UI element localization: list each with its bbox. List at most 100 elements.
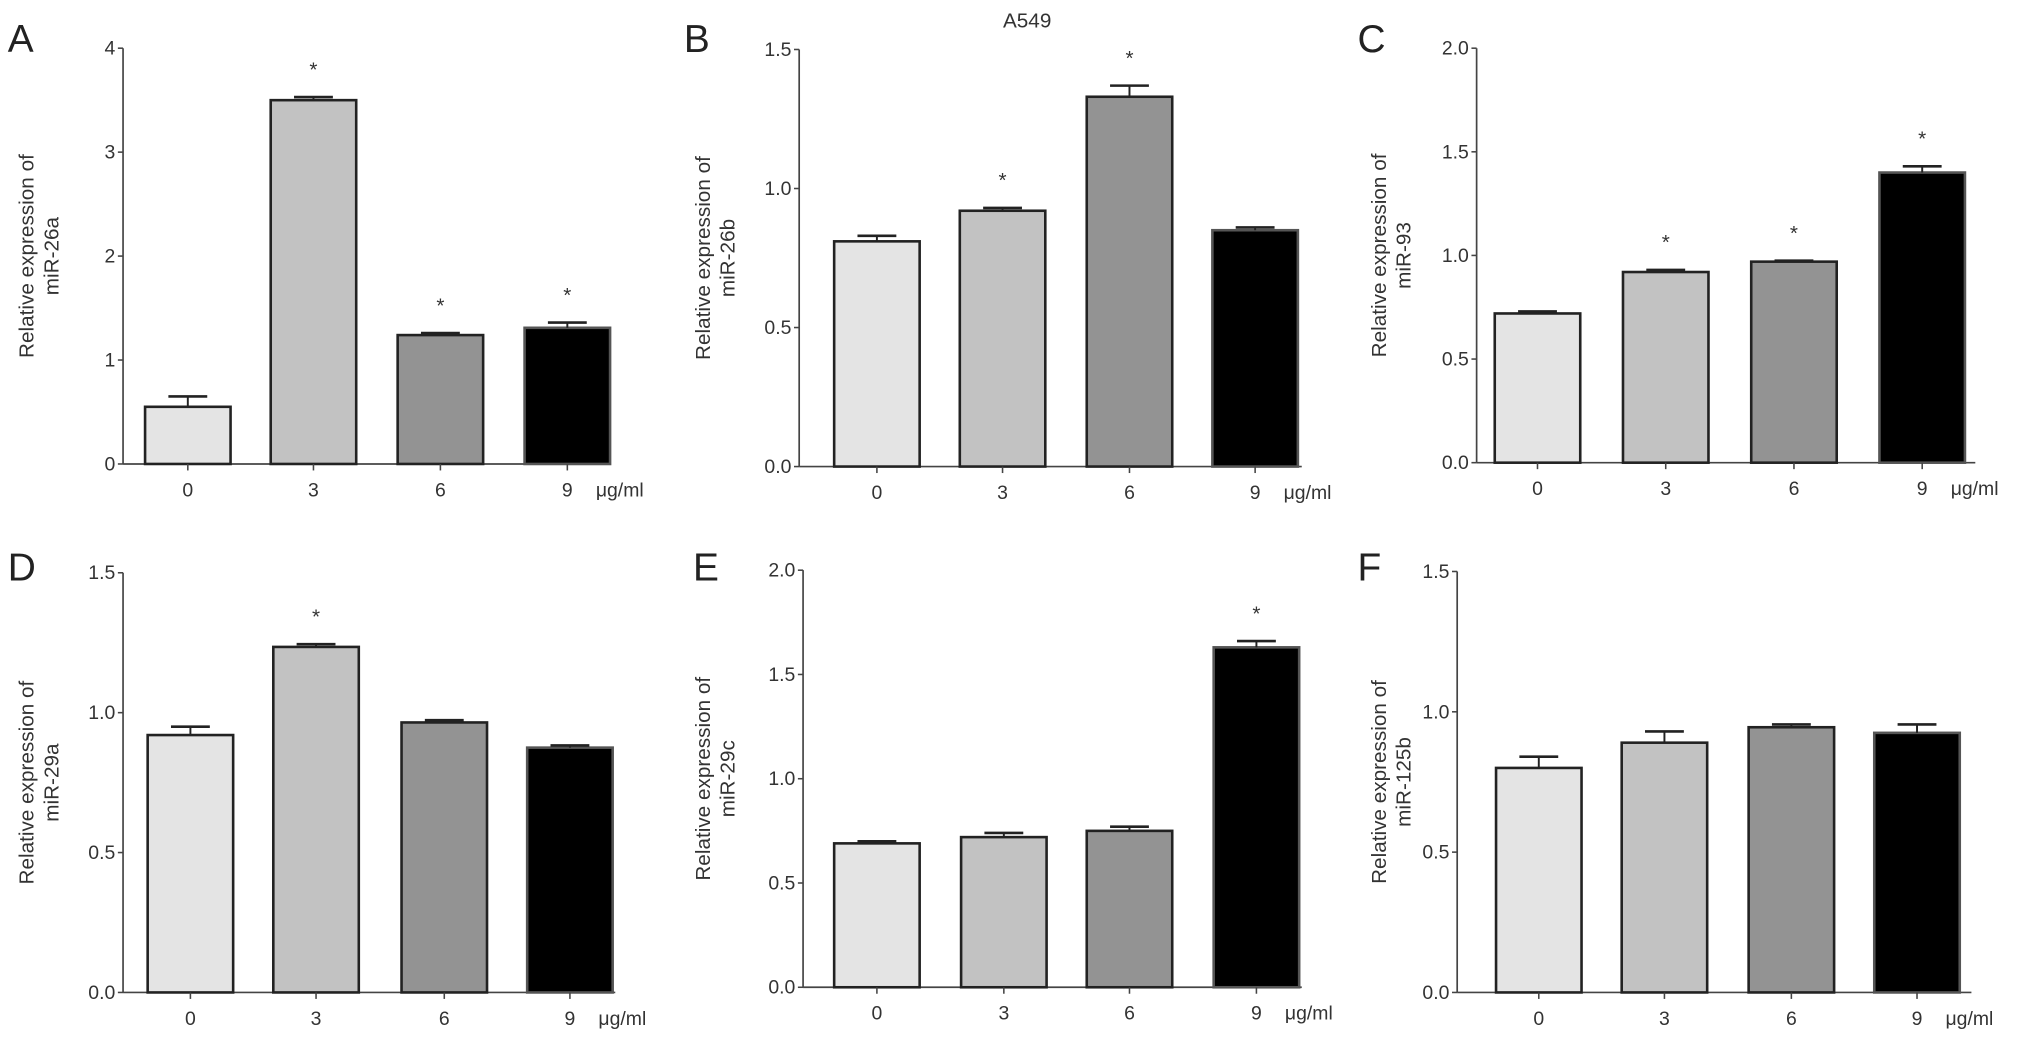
bar-e-3 — [959, 835, 1048, 989]
bar-f-0 — [1494, 766, 1583, 994]
y-tick-label-a: 4 — [104, 38, 115, 60]
x-tick-label-f: 9 — [1912, 1008, 1923, 1030]
y-axis-label-c: miR-93 — [1393, 222, 1416, 289]
y-tick-label-a: 0 — [104, 453, 115, 475]
bar-d-3 — [272, 645, 361, 994]
y-tick-label-f: 0.5 — [1422, 842, 1449, 864]
x-tick-label-e: 9 — [1251, 1003, 1262, 1025]
significance-star-c: * — [1918, 128, 1926, 151]
y-axis-label-d: Relative expression of — [16, 680, 39, 884]
significance-star-e: * — [1252, 602, 1260, 625]
x-tick-label-b: 6 — [1124, 482, 1135, 504]
bar-b-6 — [1085, 95, 1174, 468]
significance-star-d: * — [312, 605, 320, 628]
y-tick-label-c: 2.0 — [1442, 38, 1469, 60]
figure-title: A549 — [1003, 9, 1051, 32]
significance-star-a: * — [309, 58, 317, 81]
bar-a-6 — [396, 333, 485, 466]
x-unit-label-a: μg/ml — [596, 479, 644, 501]
x-tick-label-d: 0 — [185, 1008, 196, 1030]
y-tick-label-c: 1.5 — [1442, 141, 1469, 163]
x-unit-label-f: μg/ml — [1946, 1008, 1994, 1030]
y-tick-label-b: 1.5 — [764, 39, 791, 61]
y-tick-label-d: 1.0 — [88, 702, 115, 724]
y-tick-label-e: 1.5 — [768, 664, 795, 686]
y-axis-label-b: Relative expression of — [692, 156, 715, 360]
y-axis-label-d: miR-29a — [40, 743, 63, 822]
bar-b-9 — [1211, 228, 1300, 468]
significance-star-b: * — [999, 169, 1007, 192]
y-tick-label-a: 1 — [104, 350, 115, 372]
y-tick-label-e: 2.0 — [768, 560, 795, 582]
y-tick-label-e: 0.0 — [768, 977, 795, 999]
bar-c-9 — [1878, 171, 1967, 464]
x-unit-label-c: μg/ml — [1951, 478, 1999, 500]
y-tick-label-e: 1.0 — [768, 768, 795, 790]
y-tick-label-f: 1.0 — [1422, 701, 1449, 723]
y-tick-label-a: 2 — [104, 246, 115, 268]
bar-a-0 — [143, 405, 232, 466]
x-unit-label-b: μg/ml — [1284, 482, 1332, 504]
y-tick-label-c: 0.5 — [1442, 349, 1469, 371]
x-tick-label-a: 9 — [562, 479, 573, 501]
y-tick-label-a: 3 — [104, 142, 115, 164]
bar-f-9 — [1872, 731, 1962, 994]
x-tick-label-d: 3 — [311, 1008, 322, 1030]
bar-d-0 — [146, 733, 235, 994]
panel-label-a: A — [8, 18, 34, 61]
bar-e-0 — [832, 842, 921, 989]
x-tick-label-c: 0 — [1532, 478, 1543, 500]
x-tick-label-e: 6 — [1124, 1003, 1135, 1025]
significance-star-a: * — [436, 294, 444, 317]
y-tick-label-b: 0.5 — [764, 317, 791, 339]
x-tick-label-d: 6 — [439, 1008, 450, 1030]
x-tick-label-d: 9 — [565, 1008, 576, 1030]
y-tick-label-f: 1.5 — [1422, 561, 1449, 583]
x-tick-label-f: 3 — [1659, 1008, 1670, 1030]
y-axis-label-b: miR-26b — [716, 219, 739, 297]
x-tick-label-f: 0 — [1533, 1008, 1544, 1030]
y-axis-label-e: Relative expression of — [692, 677, 715, 881]
bar-e-9 — [1212, 646, 1301, 989]
x-tick-label-b: 0 — [872, 482, 883, 504]
y-tick-label-d: 0.0 — [88, 982, 115, 1004]
significance-star-c: * — [1790, 222, 1798, 245]
x-tick-label-b: 3 — [997, 482, 1008, 504]
panel-label-d: D — [8, 547, 36, 590]
significance-star-c: * — [1662, 231, 1670, 254]
y-tick-label-c: 0.0 — [1442, 452, 1469, 474]
bar-e-6 — [1085, 829, 1174, 989]
bar-f-6 — [1747, 725, 1836, 994]
x-tick-label-f: 6 — [1786, 1008, 1797, 1030]
panel-label-f: F — [1357, 547, 1381, 590]
x-tick-label-a: 6 — [435, 479, 446, 501]
panel-label-c: C — [1357, 18, 1385, 61]
y-axis-label-e: miR-29c — [716, 740, 739, 817]
bar-c-3 — [1621, 270, 1710, 464]
x-tick-label-e: 0 — [872, 1003, 883, 1025]
y-tick-label-b: 0.0 — [764, 456, 791, 478]
y-tick-label-d: 0.5 — [88, 842, 115, 864]
y-axis-label-c: Relative expression of — [1368, 153, 1391, 357]
panel-label-e: E — [693, 547, 719, 590]
bar-c-0 — [1493, 312, 1582, 464]
bar-a-9 — [523, 326, 612, 466]
y-tick-label-d: 1.5 — [88, 562, 115, 584]
x-unit-label-e: μg/ml — [1285, 1003, 1333, 1025]
y-tick-label-b: 1.0 — [764, 178, 791, 200]
x-tick-label-e: 3 — [998, 1003, 1009, 1025]
x-tick-label-a: 3 — [308, 479, 319, 501]
x-tick-label-c: 9 — [1917, 478, 1928, 500]
y-axis-label-f: miR-125b — [1393, 737, 1416, 827]
y-tick-label-f: 0.0 — [1422, 982, 1449, 1004]
y-axis-label-a: Relative expression of — [16, 154, 39, 358]
bar-d-6 — [400, 721, 489, 994]
y-tick-label-c: 1.0 — [1442, 245, 1469, 267]
bar-d-9 — [525, 746, 614, 994]
y-axis-label-a: miR-26a — [40, 216, 63, 295]
y-axis-label-f: Relative expression of — [1368, 680, 1391, 884]
x-tick-label-c: 3 — [1660, 478, 1671, 500]
bar-f-3 — [1620, 741, 1709, 994]
bar-a-3 — [269, 98, 358, 466]
